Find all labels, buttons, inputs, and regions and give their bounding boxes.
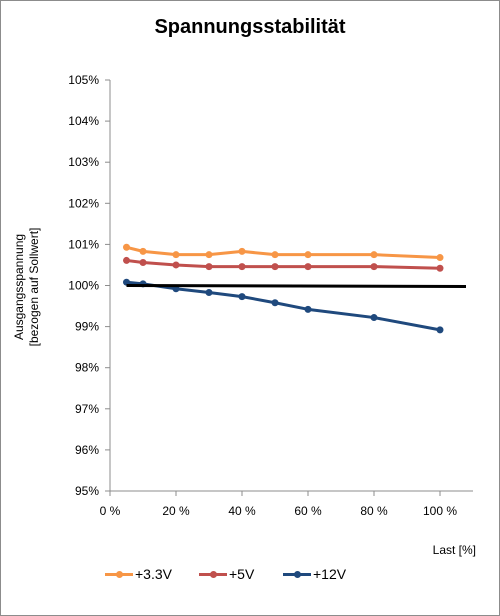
legend-swatch-5v — [199, 562, 227, 586]
data-point-12v — [304, 305, 312, 313]
data-point-33v — [123, 243, 130, 251]
data-point-5v — [370, 263, 378, 271]
data-point-5v — [436, 264, 444, 272]
legend-label-5v: +5V — [229, 566, 255, 582]
data-point-5v — [205, 263, 213, 271]
data-point-5v — [304, 263, 312, 271]
x-tick-label: 20 % — [162, 504, 190, 518]
legend-label-33v: +3.3V — [135, 566, 172, 582]
x-tick-label: 100 % — [423, 504, 457, 518]
data-point-5v — [172, 261, 180, 269]
x-tick-label: 80 % — [360, 504, 388, 518]
data-point-5v — [238, 263, 246, 271]
data-point-33v — [139, 247, 147, 255]
data-point-33v — [238, 247, 246, 255]
data-point-33v — [271, 251, 279, 259]
y-tick-label: 105% — [68, 73, 99, 87]
legend-item-5v: +5V — [199, 562, 254, 586]
y-tick-label: 98% — [75, 361, 99, 375]
x-tick-label: 0 % — [100, 504, 121, 518]
y-tick-label: 99% — [75, 320, 99, 334]
y-tick-label: 97% — [75, 402, 99, 416]
y-tick-label: 96% — [75, 443, 99, 457]
data-point-33v — [304, 251, 312, 259]
legend: +3.3V +5V +12V — [100, 562, 400, 586]
data-point-12v — [123, 278, 130, 286]
y-tick-label: 103% — [68, 155, 99, 169]
data-point-33v — [436, 254, 444, 262]
data-point-5v — [123, 256, 130, 264]
legend-item-33v: +3.3V — [105, 562, 172, 586]
data-point-33v — [370, 251, 378, 259]
x-tick-label: 40 % — [228, 504, 256, 518]
data-point-33v — [172, 251, 180, 259]
data-point-12v — [238, 293, 246, 301]
data-point-12v — [370, 314, 378, 322]
y-tick-label: 101% — [68, 237, 99, 251]
y-tick-label: 102% — [68, 196, 99, 210]
data-point-5v — [271, 263, 279, 271]
data-point-33v — [205, 251, 213, 259]
data-point-12v — [205, 288, 213, 296]
chart-title: Spannungsstabilität — [154, 16, 346, 38]
legend-swatch-33v — [105, 562, 133, 586]
data-point-5v — [139, 258, 147, 266]
data-point-12v — [271, 299, 279, 307]
data-point-12v — [436, 326, 444, 334]
reference-line-100 — [126, 284, 467, 288]
legend-item-12v: +12V — [283, 562, 346, 586]
legend-label-12v: +12V — [313, 566, 347, 582]
y-tick-label: 95% — [75, 484, 99, 498]
y-tick-label: 100% — [68, 279, 99, 293]
y-tick-label: 104% — [68, 114, 99, 128]
legend-swatch-12v — [283, 562, 311, 586]
x-axis-label: Last [%] — [432, 543, 476, 557]
x-tick-label: 60 % — [294, 504, 322, 518]
